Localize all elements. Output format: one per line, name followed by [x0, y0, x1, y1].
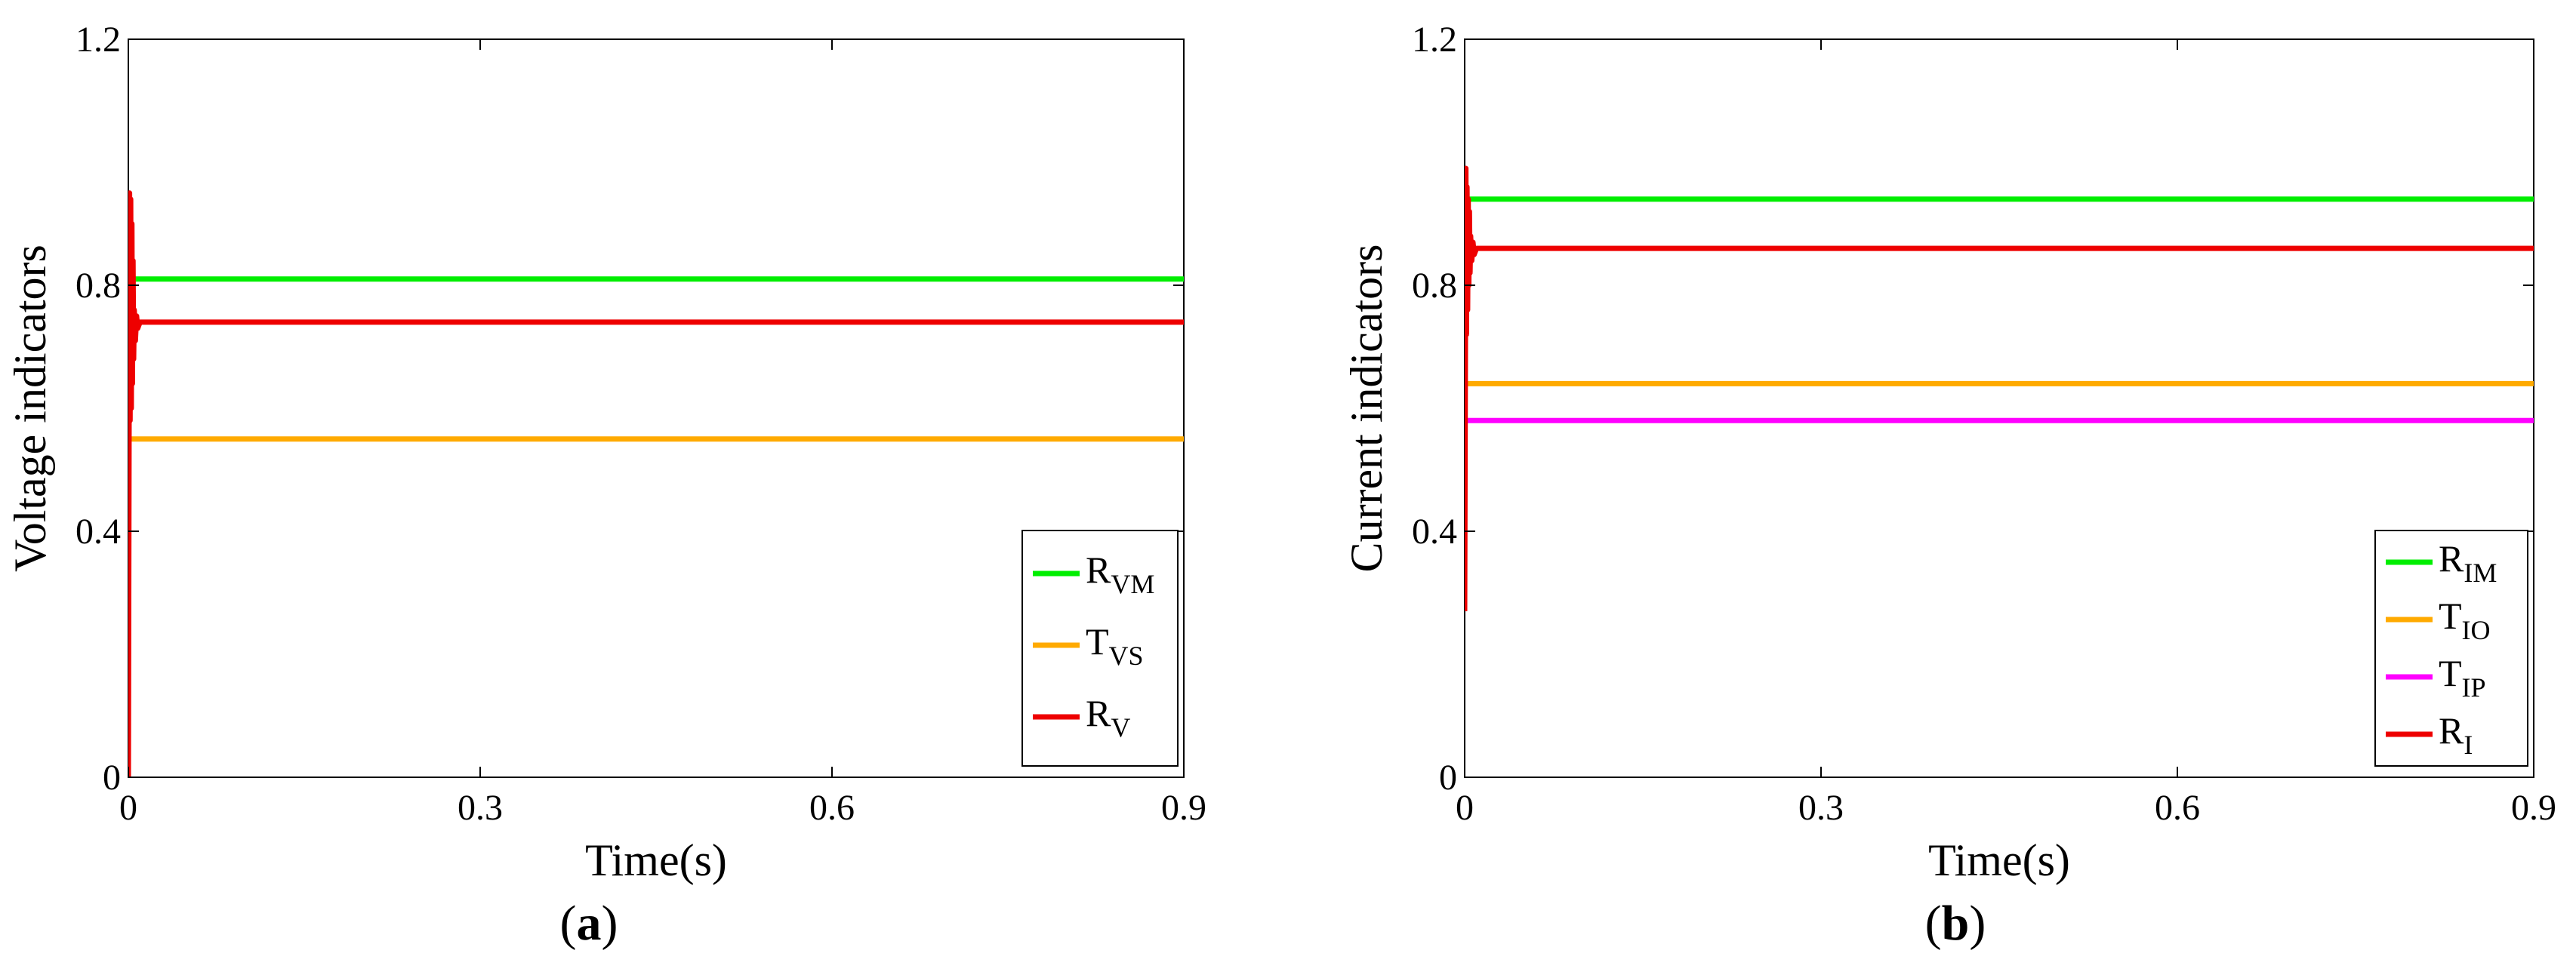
panel-b: 0 0.3 0.6 0.9 0 0.4 0.8 1.2 Time(s) Current indic… — [1342, 20, 2556, 951]
y-tick-label: 0.8 — [75, 266, 121, 306]
x-tick-label: 0 — [119, 788, 137, 828]
y-tick-label: 0.4 — [75, 512, 121, 552]
y-tick-label: 1.2 — [75, 20, 121, 60]
y-axis-label: Voltage indicators — [5, 244, 55, 572]
x-tick-label: 0.6 — [809, 788, 855, 828]
legend-box — [1021, 530, 1179, 767]
legend: RVM TVS RV — [1021, 530, 1179, 767]
y-tick-label: 1.2 — [1412, 20, 1457, 60]
x-axis-label: Time(s) — [1928, 835, 2070, 885]
legend-entry: RI — [2439, 709, 2473, 760]
series-group — [1465, 165, 2534, 611]
series-line-r-i — [1465, 165, 2534, 611]
panel-label: (a) — [560, 896, 618, 951]
legend-box — [2374, 530, 2528, 767]
legend: RIM TIO TIP RI — [2374, 530, 2528, 767]
series-line-r-v — [128, 190, 1184, 777]
legend-entry: TVS — [1086, 620, 1144, 671]
y-tick-label: 0.8 — [1412, 266, 1457, 306]
x-tick-label: 0 — [1456, 788, 1474, 828]
panel-label: (b) — [1925, 896, 1986, 951]
y-tick-label: 0 — [1439, 758, 1457, 798]
y-tick-label: 0 — [103, 758, 121, 798]
legend-entry: RIM — [2439, 537, 2497, 588]
legend-entry: RV — [1086, 692, 1130, 743]
x-tick-label: 0.9 — [2511, 788, 2556, 828]
y-axis-label: Current indicators — [1342, 244, 1391, 573]
plot-frame — [1464, 38, 2534, 778]
series-group — [128, 190, 1184, 777]
legend-entry: RVM — [1086, 549, 1154, 599]
legend-entry: TIP — [2439, 652, 2486, 703]
legend-entry: TIO — [2439, 595, 2491, 645]
panel-a: 0 0.3 0.6 0.9 0 0.4 0.8 1.2 Time(s) Voltage indic… — [5, 20, 1206, 951]
x-tick-label: 0.9 — [1161, 788, 1206, 828]
x-tick-label: 0.6 — [2155, 788, 2200, 828]
x-axis-label: Time(s) — [585, 835, 727, 885]
x-tick-label: 0.3 — [1798, 788, 1844, 828]
y-tick-label: 0.4 — [1412, 512, 1457, 552]
x-tick-label: 0.3 — [458, 788, 503, 828]
